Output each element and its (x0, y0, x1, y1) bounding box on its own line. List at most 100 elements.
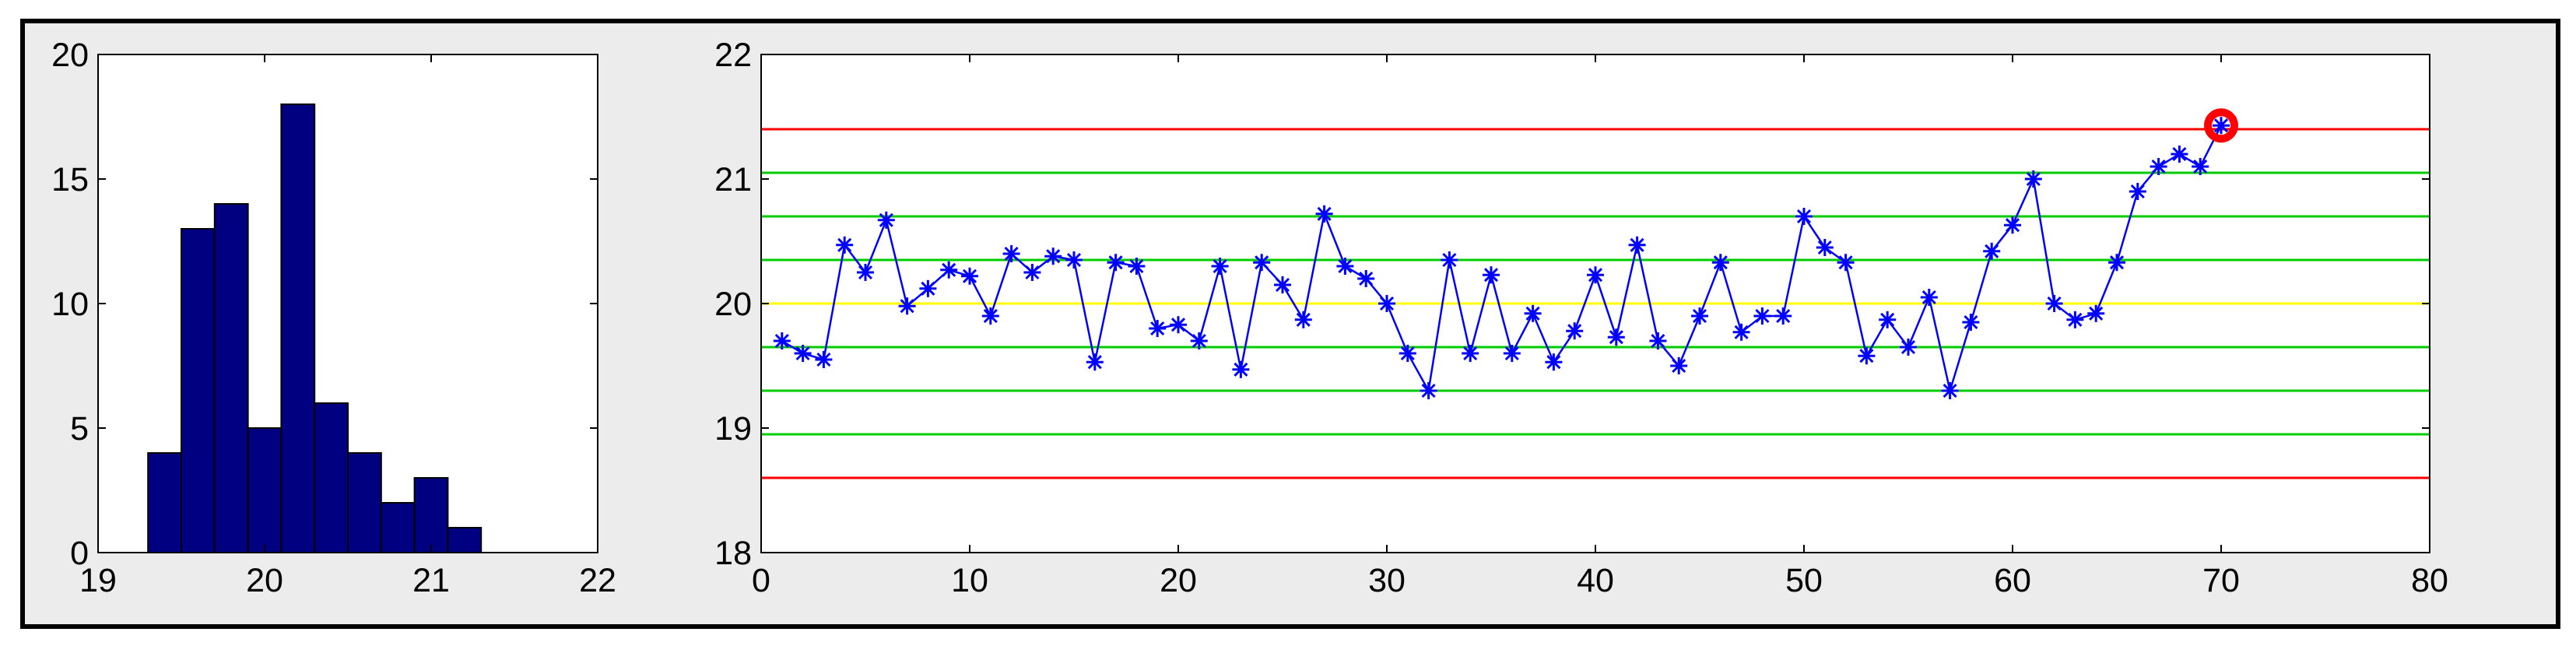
data-point-marker (1983, 242, 2001, 260)
data-point-marker (1357, 270, 1375, 287)
run-chart-xtick-label: 80 (2411, 562, 2448, 599)
histogram-axes: 19 20 21 22 0 5 10 15 20 (51, 37, 616, 599)
data-point-marker (773, 332, 791, 349)
data-point-marker (1732, 323, 1750, 341)
data-point-marker (1524, 304, 1542, 322)
run-chart-ytick-label: 20 (714, 286, 752, 323)
data-point-marker (1149, 320, 1167, 337)
data-point-marker (2192, 158, 2209, 175)
reference-lines (761, 128, 2430, 479)
data-point-marker (2171, 146, 2188, 163)
data-point-marker (1128, 258, 1146, 275)
data-point-marker (2066, 311, 2084, 328)
run-chart-ytick-label: 19 (714, 410, 752, 448)
histogram-bar (447, 527, 483, 553)
histogram-xtick-label: 20 (246, 562, 283, 599)
run-chart-xtick-label: 0 (752, 562, 770, 599)
data-point-marker (2045, 295, 2063, 312)
data-point-marker (1253, 254, 1271, 272)
data-point-marker (1920, 289, 1938, 306)
run-chart-axes: 0 10 20 30 40 50 60 70 80 18 19 20 21 22 (714, 37, 2448, 599)
histogram-bar (413, 477, 449, 553)
data-point-marker (1086, 353, 1104, 371)
data-point-marker (1441, 251, 1458, 269)
data-point-marker (1378, 295, 1395, 312)
data-point-marker (2150, 158, 2167, 175)
run-chart-xtick-label: 70 (2202, 562, 2240, 599)
data-point-marker (1962, 314, 1980, 331)
data-point-marker (1941, 382, 1959, 399)
data-point-marker (1545, 353, 1563, 371)
data-point-marker (2213, 117, 2230, 135)
data-point-marker (1795, 208, 1813, 225)
data-point-marker (2129, 183, 2146, 200)
data-point-marker (1420, 382, 1437, 399)
histogram-ytick-label: 15 (51, 161, 89, 198)
data-point-marker (2004, 216, 2021, 234)
data-point-marker (1587, 266, 1604, 284)
run-chart-ytick-label: 18 (714, 535, 752, 572)
histogram-bar (347, 452, 382, 553)
data-point-marker (877, 211, 895, 229)
data-point-marker (1503, 345, 1521, 362)
data-point-marker (1065, 251, 1083, 269)
data-point-marker (1837, 254, 1855, 272)
data-point-marker (1670, 357, 1688, 374)
data-point-marker (2087, 304, 2105, 322)
histogram-ytick-label: 10 (51, 286, 89, 323)
data-point-marker (1607, 328, 1625, 346)
histogram-ytick-label: 0 (70, 535, 89, 572)
histogram-bar (213, 203, 249, 553)
data-point-marker (1211, 258, 1229, 275)
data-point-marker (1170, 316, 1187, 334)
histogram-ytick-label: 20 (51, 37, 89, 74)
data-point-marker (981, 307, 999, 325)
histogram-ytick-label: 5 (70, 410, 89, 448)
data-point-marker (1044, 248, 1062, 265)
run-chart-ytick-label: 22 (714, 37, 752, 74)
data-point-marker (1274, 276, 1291, 293)
data-point-marker (1566, 322, 1584, 340)
data-point-marker (1107, 254, 1125, 272)
data-point-marker (794, 345, 812, 362)
data-point-marker (1858, 347, 1876, 365)
data-point-marker (1691, 307, 1708, 325)
histogram-ticks: 19 20 21 22 0 5 10 15 20 (51, 37, 616, 599)
run-chart-xtick-label: 60 (1994, 562, 2031, 599)
data-point-marker (1879, 311, 1897, 328)
data-point-marker (1294, 311, 1312, 328)
data-point-marker (1336, 258, 1354, 275)
series-line (781, 125, 2223, 395)
run-chart-ticks: 0 10 20 30 40 50 60 70 80 18 19 20 21 22 (714, 37, 2448, 599)
run-chart-xtick-label: 30 (1368, 562, 1406, 599)
histogram-bar (247, 427, 283, 553)
data-point-marker (1023, 264, 1041, 281)
data-point-marker (919, 279, 937, 297)
data-point-marker (2024, 170, 2042, 188)
histogram-bars (147, 104, 483, 553)
histogram-bar (181, 228, 216, 553)
data-point-marker (2108, 254, 2125, 272)
data-point-marker (815, 351, 833, 368)
run-chart-series (773, 117, 2230, 399)
data-point-marker (1232, 360, 1250, 378)
histogram-xtick-label: 19 (79, 562, 117, 599)
data-point-marker (1315, 205, 1333, 223)
data-point-marker (1816, 239, 1834, 256)
data-point-marker (1711, 254, 1729, 272)
histogram-bar (380, 502, 416, 553)
run-chart-xtick-label: 20 (1160, 562, 1197, 599)
data-point-marker (1462, 345, 1479, 362)
data-point-marker (1190, 332, 1208, 349)
data-point-marker (1399, 345, 1416, 362)
histogram-xtick-label: 22 (579, 562, 616, 599)
data-point-marker (1483, 266, 1500, 284)
data-point-marker (940, 261, 958, 279)
data-point-marker (1628, 236, 1646, 254)
histogram-bar (314, 402, 349, 553)
data-point-marker (898, 297, 916, 315)
data-point-marker (836, 236, 854, 254)
histogram-xtick-label: 21 (412, 562, 450, 599)
run-chart-ytick-label: 21 (714, 161, 752, 198)
